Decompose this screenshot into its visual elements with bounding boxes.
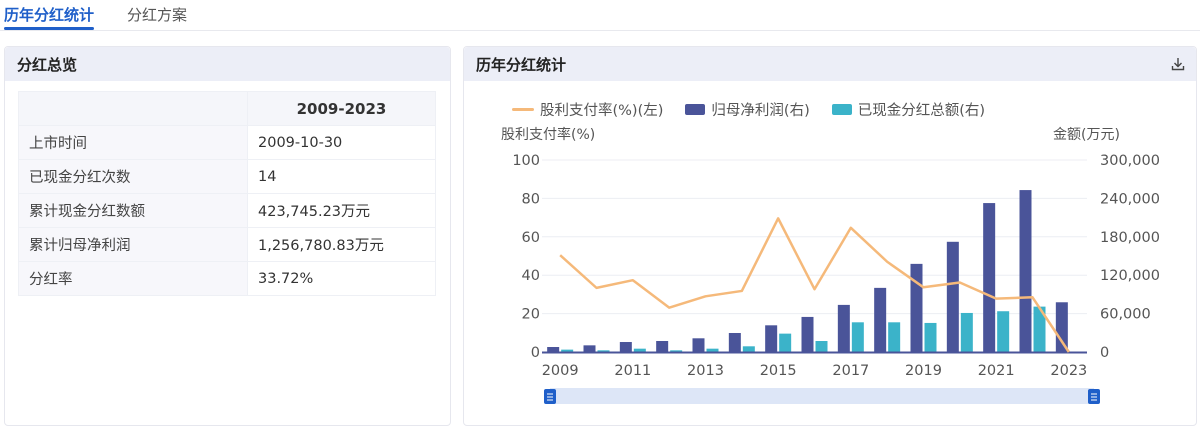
right-tick-label: 240,000 — [1100, 191, 1160, 207]
net-profit-bar[interactable] — [910, 263, 923, 352]
row-value: 2009-10-30 — [247, 125, 436, 160]
payout-ratio-line[interactable] — [559, 217, 1070, 353]
x-tick-label: 2017 — [832, 363, 869, 379]
dividend-bar[interactable] — [1033, 306, 1046, 352]
chart-panel-title: 历年分红统计 — [464, 47, 1196, 81]
table-row: 上市时间 2009-10-30 — [18, 125, 436, 160]
right-tick-label: 120,000 — [1100, 268, 1160, 284]
net-profit-bar[interactable] — [801, 316, 814, 352]
table-header-period: 2009-2023 — [247, 91, 436, 126]
row-label: 分红率 — [18, 261, 248, 296]
dividend-bar[interactable] — [670, 350, 683, 352]
table-row: 累计现金分红数额 423,745.23万元 — [18, 193, 436, 228]
net-profit-bar[interactable] — [728, 332, 741, 352]
left-tick-label: 0 — [531, 345, 540, 361]
summary-panel: 分红总览 2009-2023 上市时间 2009-10-30 已现金分红次数 1… — [4, 46, 451, 426]
legend-payout-ratio[interactable]: 股利支付率(%)(左) — [512, 99, 663, 120]
net-profit-bar[interactable] — [1019, 190, 1032, 352]
dividend-bar[interactable] — [888, 322, 901, 352]
tab-dividend-history[interactable]: 历年分红统计 — [4, 6, 95, 30]
dividend-bar[interactable] — [779, 333, 792, 352]
dividend-bar[interactable] — [924, 322, 937, 352]
dividend-bar[interactable] — [997, 311, 1010, 352]
row-value: 423,745.23万元 — [247, 193, 436, 228]
download-icon[interactable] — [1170, 56, 1186, 72]
net-profit-bar[interactable] — [1055, 302, 1068, 352]
net-profit-bar[interactable] — [765, 325, 778, 352]
dividend-bar[interactable] — [815, 340, 828, 352]
dividend-bar[interactable] — [851, 322, 864, 352]
row-label: 累计归母净利润 — [18, 227, 248, 262]
x-tick-label: 2009 — [542, 363, 579, 379]
x-tick-label: 2023 — [1050, 363, 1087, 379]
chart-legend: 股利支付率(%)(左) 归母净利润(右) 已现金分红总额(右) — [512, 99, 1007, 120]
left-tick-label: 40 — [522, 268, 540, 284]
dividend-bar[interactable] — [742, 346, 755, 352]
x-tick-label: 2021 — [978, 363, 1015, 379]
table-header-row: 2009-2023 — [18, 91, 436, 126]
dividend-bar[interactable] — [706, 348, 719, 352]
row-value: 1,256,780.83万元 — [247, 227, 436, 262]
data-zoom-slider-track[interactable] — [550, 388, 1094, 404]
net-profit-bar[interactable] — [874, 287, 887, 352]
bar-swatch-icon — [831, 104, 852, 115]
left-tick-label: 20 — [522, 307, 540, 323]
left-tick-label: 80 — [522, 191, 540, 207]
net-profit-bar[interactable] — [983, 203, 996, 352]
left-axis-title: 股利支付率(%) — [501, 127, 596, 143]
right-axis-title: 金额(万元) — [1053, 127, 1120, 143]
summary-table: 2009-2023 上市时间 2009-10-30 已现金分红次数 14 累计现… — [18, 91, 436, 296]
legend-dividend-total[interactable]: 已现金分红总额(右) — [831, 99, 985, 120]
net-profit-bar[interactable] — [547, 347, 560, 352]
x-tick-label: 2011 — [614, 363, 651, 379]
table-row: 分红率 33.72% — [18, 261, 436, 296]
x-tick-label: 2013 — [687, 363, 724, 379]
chart-title: 历年分红统计 — [476, 55, 567, 74]
right-tick-label: 300,000 — [1100, 153, 1160, 169]
legend-net-profit[interactable]: 归母净利润(右) — [685, 99, 810, 120]
dividend-bar[interactable] — [597, 350, 610, 352]
line-swatch-icon — [512, 108, 534, 111]
right-tick-label: 180,000 — [1100, 230, 1160, 246]
net-profit-bar[interactable] — [583, 345, 596, 352]
bar-swatch-icon — [685, 104, 706, 115]
net-profit-bar[interactable] — [946, 241, 959, 352]
tab-dividend-plan[interactable]: 分红方案 — [127, 6, 188, 24]
tab-bar: 历年分红统计 分红方案 — [0, 0, 1200, 31]
row-value: 33.72% — [247, 261, 436, 296]
net-profit-bar[interactable] — [837, 304, 850, 352]
dividend-bar[interactable] — [633, 348, 646, 352]
left-tick-label: 60 — [522, 230, 540, 246]
net-profit-bar[interactable] — [619, 342, 632, 352]
dividend-chart: 0 20 40 60 80 100 0 60,000 120,000 180,000 240,000… — [512, 153, 1160, 404]
row-label: 累计现金分红数额 — [18, 193, 248, 228]
net-profit-bar[interactable] — [656, 340, 669, 352]
x-tick-label: 2019 — [905, 363, 942, 379]
x-tick-label: 2015 — [760, 363, 797, 379]
chart-panel: 历年分红统计 股利支付率(%)(左) 归母净利润(右) 已现金分红总额(右) 股… — [463, 46, 1197, 426]
left-tick-label: 100 — [512, 153, 540, 169]
net-profit-bar[interactable] — [692, 338, 705, 352]
table-row: 已现金分红次数 14 — [18, 159, 436, 194]
table-row: 累计归母净利润 1,256,780.83万元 — [18, 227, 436, 262]
row-label: 已现金分红次数 — [18, 159, 248, 194]
right-tick-label: 0 — [1100, 345, 1109, 361]
right-tick-label: 60,000 — [1100, 307, 1151, 323]
dividend-bar[interactable] — [561, 349, 574, 352]
table-header-empty — [18, 91, 248, 126]
dividend-bar[interactable] — [960, 312, 973, 352]
row-label: 上市时间 — [18, 125, 248, 160]
summary-panel-title: 分红总览 — [5, 47, 450, 81]
row-value: 14 — [247, 159, 436, 194]
